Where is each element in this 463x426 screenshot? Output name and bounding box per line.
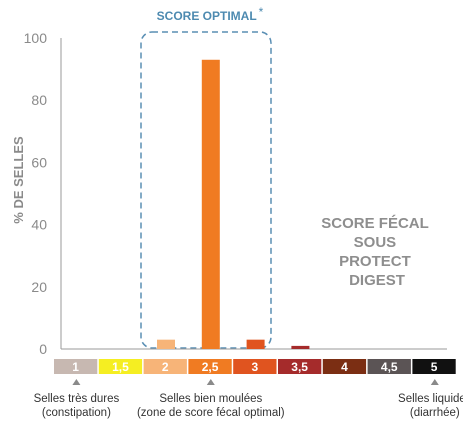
y-tick-label: 100 [24, 30, 48, 46]
bar [291, 345, 310, 349]
x-tick-label: 5 [431, 360, 438, 374]
x-tick-label: 2,5 [202, 360, 219, 374]
category-cell [98, 359, 143, 374]
y-axis-label: % DE SELLES [11, 136, 26, 224]
category-cell [143, 359, 187, 374]
x-tick-label: 1,5 [112, 360, 129, 374]
category-cell [367, 359, 411, 374]
x-tick-label: 2 [162, 360, 169, 374]
y-tick-label: 20 [31, 279, 47, 295]
category-caption: Selles liquides [398, 393, 463, 405]
category-caption: (diarrhée) [410, 407, 460, 419]
category-cell [233, 359, 277, 374]
x-tick-label: 4 [341, 360, 348, 374]
optimal-zone-title: SCORE OPTIMAL * [157, 5, 264, 23]
y-tick-label: 40 [31, 217, 47, 233]
category-caption: Selles bien moulées [159, 393, 262, 405]
x-tick-label: 3 [252, 360, 259, 374]
category-caption: (zone de score fécal optimal) [137, 407, 285, 419]
x-tick-label: 4,5 [381, 360, 398, 374]
y-tick-label: 0 [39, 341, 47, 357]
bar [201, 59, 220, 350]
caption-arrow [206, 379, 215, 385]
x-tick-label: 1 [72, 360, 79, 374]
category-caption: (constipation) [42, 407, 111, 419]
category-cell [278, 359, 322, 374]
caption-arrow [430, 379, 439, 385]
chart-annotation: SCORE FÉCAL SOUS PROTECT DIGEST [321, 215, 432, 289]
category-cell [54, 359, 98, 374]
category-cell [412, 359, 456, 374]
category-cell [322, 359, 367, 374]
bar [246, 339, 265, 349]
category-cell [188, 359, 232, 374]
y-tick-label: 60 [31, 154, 47, 170]
category-caption: Selles très dures [34, 393, 120, 405]
y-tick-label: 80 [31, 92, 47, 108]
x-tick-label: 3,5 [291, 360, 308, 374]
caption-arrow [72, 379, 81, 385]
bar [157, 339, 175, 349]
